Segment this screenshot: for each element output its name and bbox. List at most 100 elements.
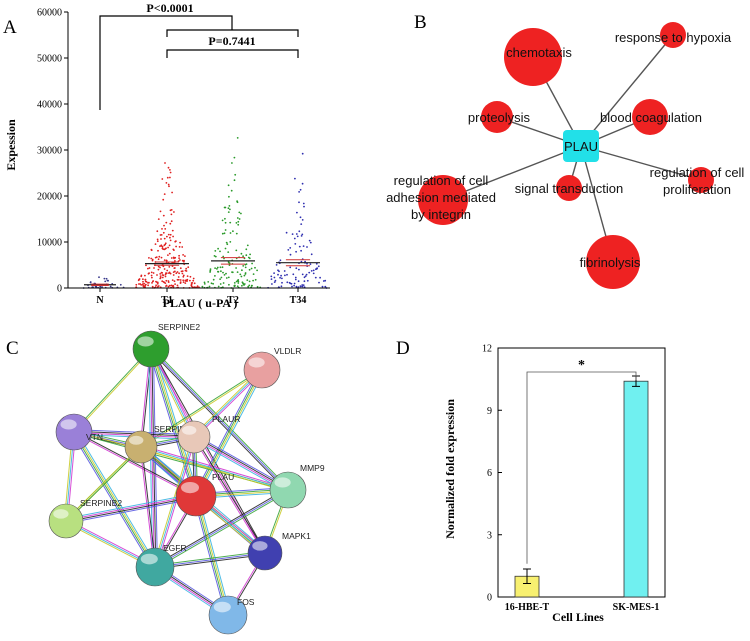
data-point-t34 — [310, 270, 313, 272]
data-point-t1 — [163, 193, 166, 196]
protein-node-highlight — [53, 509, 69, 519]
data-point-t1 — [169, 209, 172, 212]
data-point-t1 — [168, 266, 171, 268]
data-point-t2 — [233, 282, 236, 284]
data-point-t2 — [203, 281, 206, 284]
data-point-t1 — [177, 278, 180, 281]
pvalue-t1-vs-t34: P=0.7441 — [208, 34, 255, 48]
data-point-t1 — [161, 245, 164, 248]
data-point-t1 — [160, 271, 163, 274]
data-point-t34 — [315, 262, 318, 265]
interaction-edge — [66, 496, 197, 523]
data-point-t1 — [152, 272, 155, 274]
data-point-t34 — [273, 276, 276, 279]
data-point-t1 — [144, 283, 147, 286]
data-point-t1 — [150, 274, 153, 277]
data-point-t34 — [277, 269, 279, 272]
data-point-t34 — [299, 285, 302, 288]
data-point-t2 — [236, 201, 239, 204]
go-term-label: proliferation — [663, 182, 731, 197]
data-point-t1 — [163, 259, 166, 261]
protein-node — [132, 330, 170, 368]
go-term-label: proteolysis — [468, 110, 531, 125]
go-term-label: regulation of cell — [394, 173, 489, 188]
data-point-t2 — [212, 282, 215, 285]
data-point-t34 — [295, 267, 298, 270]
interaction-edge — [141, 444, 289, 489]
data-point-t2 — [225, 272, 227, 275]
data-point-n — [104, 280, 107, 283]
data-point-t1 — [150, 248, 153, 251]
go-term-node — [418, 175, 468, 225]
data-point-t2 — [226, 243, 229, 246]
data-point-t2 — [229, 208, 231, 211]
y-tick-label: 60000 — [37, 8, 62, 19]
data-point-t1 — [183, 259, 185, 262]
data-point-t34 — [286, 273, 288, 276]
data-point-t34 — [273, 272, 275, 274]
data-point-n — [103, 277, 106, 280]
data-point-t1 — [176, 271, 179, 273]
data-point-t1 — [173, 280, 176, 283]
data-point-t1 — [159, 273, 162, 275]
data-point-t34 — [270, 278, 273, 280]
data-point-t1 — [161, 247, 164, 250]
data-point-t2 — [234, 173, 237, 176]
data-point-t1 — [173, 211, 175, 213]
data-point-t1 — [157, 218, 160, 221]
data-point-t1 — [189, 279, 191, 282]
data-point-t1 — [196, 285, 199, 287]
interaction-edge — [65, 494, 196, 521]
data-point-t2 — [232, 230, 234, 233]
data-point-t2 — [210, 282, 213, 285]
data-point-t2 — [219, 250, 221, 253]
data-point-t34 — [303, 280, 306, 283]
interaction-edge — [155, 490, 290, 569]
data-point-t2 — [252, 279, 255, 282]
data-point-t1 — [159, 275, 162, 277]
data-point-t1 — [158, 255, 161, 258]
data-point-t1 — [162, 231, 165, 234]
protein-label: FOS — [237, 597, 255, 607]
data-point-t34 — [301, 182, 304, 185]
data-point-t1 — [157, 268, 160, 271]
data-point-t34 — [273, 281, 276, 283]
data-point-t1 — [143, 285, 145, 288]
data-point-t1 — [165, 279, 168, 282]
data-point-t2 — [201, 285, 204, 288]
protein-node — [247, 535, 283, 571]
data-point-t1 — [167, 183, 170, 186]
data-point-t34 — [315, 268, 317, 271]
pvalue-n-vs-tumor: P<0.0001 — [146, 1, 193, 15]
edge-plau-4 — [580, 145, 702, 181]
data-point-t2 — [237, 279, 240, 281]
data-point-t2 — [230, 189, 233, 192]
data-point-t1 — [174, 260, 176, 262]
bracket-t1-vs-t34-outer — [166, 29, 299, 37]
protein-node — [175, 475, 217, 517]
interaction-edge — [65, 446, 141, 521]
data-point-t34 — [277, 273, 279, 276]
x-tick-label: T1 — [161, 295, 173, 306]
protein-node — [48, 503, 84, 539]
interaction-edge — [74, 429, 195, 436]
interaction-edge — [149, 349, 196, 497]
data-point-t34 — [319, 276, 321, 279]
data-point-t1 — [164, 162, 166, 164]
data-point-t34 — [302, 245, 305, 248]
data-point-t1 — [165, 285, 167, 287]
y-tick-label: 50000 — [37, 54, 62, 65]
data-point-t1 — [179, 279, 182, 281]
interaction-edge — [197, 370, 265, 498]
data-point-t1 — [164, 275, 167, 278]
data-point-t1 — [170, 220, 173, 223]
data-point-t1 — [156, 238, 159, 241]
protein-node-highlight — [252, 541, 268, 551]
data-point-t1 — [151, 282, 153, 284]
data-point-t34 — [312, 269, 315, 272]
data-point-t34 — [279, 276, 281, 279]
data-point-t1 — [180, 270, 183, 273]
data-point-t1 — [160, 238, 162, 240]
data-point-t34 — [302, 284, 305, 286]
data-point-t1 — [164, 282, 167, 284]
